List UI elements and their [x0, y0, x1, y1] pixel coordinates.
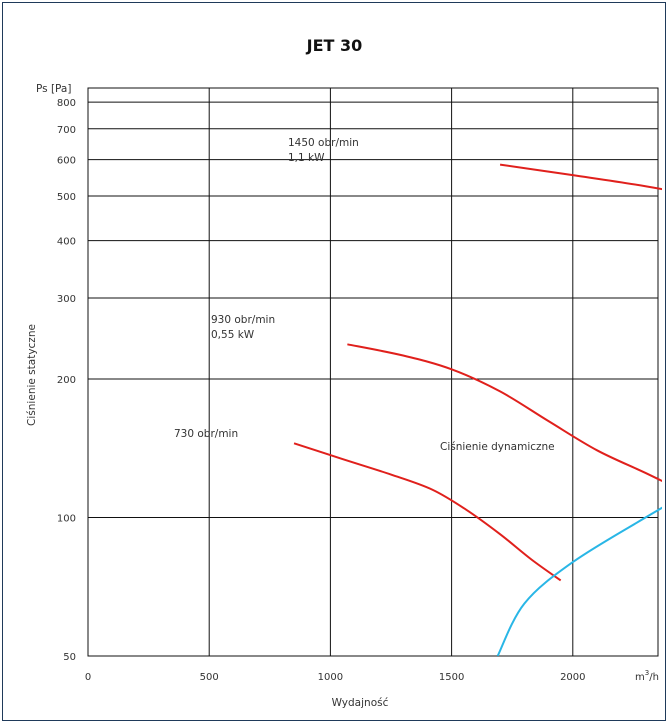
- y-tick-label: 600: [57, 156, 76, 167]
- x-tick-label: 1000: [318, 672, 343, 683]
- y-tick-label: 100: [57, 514, 76, 525]
- tick-labels: 0500100015002000250030003500400050100200…: [57, 98, 586, 683]
- series-line-2: [347, 343, 662, 483]
- chart-title: JET 30: [306, 36, 363, 55]
- series-label: 1450 obr/min: [288, 137, 359, 149]
- y-tick-label: 300: [57, 294, 76, 305]
- x-tick-label: 0: [85, 672, 91, 683]
- series-line-3: [293, 442, 562, 582]
- x-tick-label: 1500: [439, 672, 464, 683]
- series-label: 1,1 kW: [288, 152, 325, 164]
- y-axis-label: Ciśnienie statyczne: [26, 324, 38, 426]
- y-tick-label: 200: [57, 375, 76, 386]
- x-axis-unit: m3/h: [635, 669, 659, 683]
- x-tick-label: 2000: [560, 672, 585, 683]
- plot-border: [87, 87, 659, 657]
- series-line-1: [499, 163, 662, 191]
- x-tick-label: 500: [200, 672, 219, 683]
- series-label: 930 obr/min: [211, 314, 275, 326]
- y-tick-label: 500: [57, 192, 76, 203]
- series-line-4: [496, 506, 662, 656]
- y-tick-label: 400: [57, 237, 76, 248]
- series-label: Ciśnienie dynamiczne: [440, 441, 555, 453]
- y-axis-unit: Ps [Pa]: [36, 83, 71, 95]
- series-annotations: 1450 obr/min 1,1 kW 930 obr/min 0,55 kW 730 …: [174, 137, 555, 453]
- y-tick-label: 50: [63, 652, 76, 663]
- gridlines: [87, 87, 659, 657]
- series-label: 0,55 kW: [211, 329, 255, 341]
- x-axis-label: Wydajność: [332, 697, 389, 709]
- series-label: 730 obr/min: [174, 428, 238, 440]
- y-tick-label: 800: [57, 98, 76, 109]
- series-lines: [293, 163, 662, 656]
- y-tick-label: 700: [57, 125, 76, 136]
